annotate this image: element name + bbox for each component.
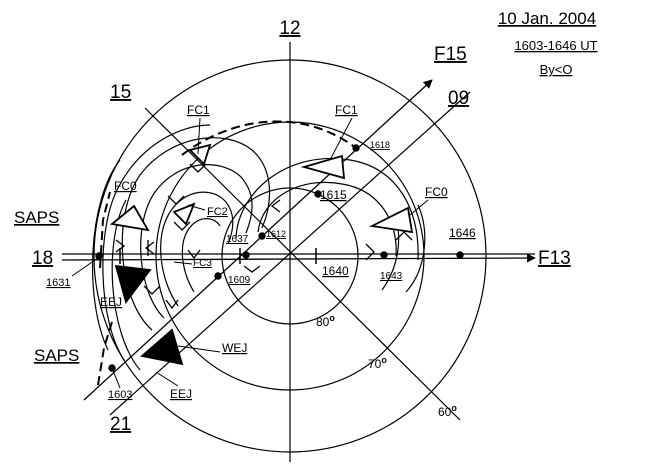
header-time-range: 1603-1646 UT [514,38,597,53]
mlt-label-15: 15 [110,82,131,103]
dashed-boundaries [97,120,357,386]
chevron-icon [187,249,201,260]
feature-label-saps-upper: SAPS [14,208,59,227]
wej-drift-triangle-icon [140,328,184,366]
feature-label-eej-lower: EEJ [170,387,192,401]
marker-1615 [314,190,322,198]
saps-boundary-upper [99,191,111,269]
time-label-1646: 1646 [449,226,476,240]
flow-arrows [115,163,413,310]
chevron-icon [365,243,375,261]
feature-label-eej-upper: EEJ [100,295,122,309]
latitude-label-60: 60o [438,403,457,419]
chevron-icon [165,299,179,310]
latitude-label-80: 80o [316,313,335,329]
feature-label-fc1-right: FC1 [335,103,358,117]
leader-wej [177,345,221,353]
mlt-label-12: 12 [279,18,300,39]
fc2-drift-triangle-icon [172,202,196,226]
flow-line [181,218,221,293]
chevron-icon [143,285,161,295]
marker-1612 [258,232,266,240]
time-label-1603: 1603 [108,389,132,401]
leader-eej-lower [155,371,179,387]
mlt-axes [109,42,471,462]
drift-vectors [109,143,414,366]
leader-fc3 [173,261,193,265]
header-imf: By<O [540,62,573,77]
flow-line [102,124,211,361]
header-date: 10 Jan. 2004 [498,9,596,28]
feature-label-fc0-right: FC0 [425,185,448,199]
chevron-icon [167,195,185,205]
fc0-drift-triangle-icon [109,204,150,232]
time-label-1637: 1637 [226,234,249,245]
flow-line [405,204,426,293]
fc0-right-drift-triangle-icon [369,206,414,234]
feature-label-fc3: FC3 [193,258,212,269]
feature-label-saps-lower: SAPS [34,346,79,365]
axis-15-03 [144,107,461,421]
satellite-tracks [61,79,536,401]
mlt-label-21: 21 [110,414,131,435]
chevron-icon [144,241,155,255]
time-label-1609: 1609 [228,275,251,286]
time-label-1618: 1618 [370,140,390,150]
leader-1631 [71,257,99,277]
chevron-icon [243,265,261,273]
f15-track [83,79,433,401]
feature-label-fc0-left: FC0 [114,179,137,193]
flow-line [235,158,419,261]
open-closed-boundary [181,120,357,156]
chevron-icon [173,221,191,231]
leader-lines [71,117,429,389]
marker-1637 [242,251,250,259]
mlt-label-09: 09 [448,88,469,109]
time-label-1631: 1631 [46,277,70,289]
marker-1631 [95,252,103,260]
satellite-label-f13: F13 [538,248,571,269]
leader-fc0-right [409,199,429,216]
fc1-right-drift-triangle-icon [300,154,346,180]
chevron-icon [395,231,413,241]
chevron-icon [115,239,126,253]
marker-1643 [380,251,388,259]
flow-line [160,191,234,307]
leader-1603 [111,367,121,389]
time-label-1640: 1640 [322,264,349,278]
marker-1609 [214,272,222,280]
leader-fc2 [187,204,206,211]
flow-line [92,159,121,351]
fc1-drift-triangle-icon [188,143,212,166]
eej-drift-triangle-icon [114,264,152,305]
feature-label-fc2: FC2 [207,206,228,218]
marker-1646 [456,251,464,259]
chevron-icon [189,163,207,173]
leader-fc1-left [197,117,201,155]
feature-label-fc1-left: FC1 [187,103,210,117]
marker-1618 [352,144,360,152]
latitude-label-70: 70o [368,355,387,371]
chevron-icon [270,199,281,213]
time-label-1643: 1643 [380,271,403,282]
flow-line [111,199,141,371]
time-label-1612: 1612 [266,229,286,239]
leader-fc1-right [329,117,353,161]
mlt-label-18: 18 [32,248,53,269]
time-label-1615: 1615 [320,188,347,202]
feature-label-wej: WEJ [222,341,247,355]
track-markers [95,144,464,372]
satellite-label-f15: F15 [434,44,467,65]
